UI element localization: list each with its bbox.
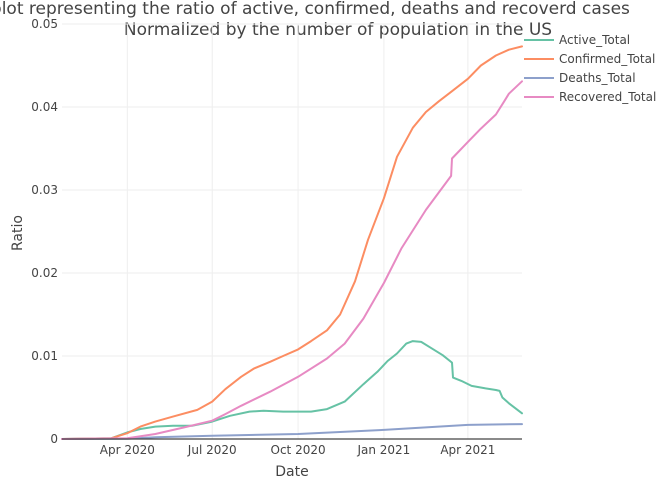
- chart-title-line-1: Line plot representing the ratio of acti…: [0, 0, 630, 19]
- legend-item-deaths-total[interactable]: Deaths_Total: [524, 71, 636, 85]
- x-tick-label: Apr 2021: [440, 443, 495, 457]
- y-tick-label: 0: [50, 432, 58, 446]
- y-tick-label: 0.05: [31, 17, 58, 31]
- series-line-active-total: [61, 340, 523, 440]
- y-tick-label: 0.01: [31, 349, 58, 363]
- y-axis: 0 0.01 0.02 0.03 0.04 0.05: [31, 17, 58, 446]
- chart-title: Line plot representing the ratio of acti…: [0, 0, 630, 40]
- y-tick-label: 0.03: [31, 183, 58, 197]
- x-tick-label: Jan 2021: [356, 443, 410, 457]
- series-lines: [61, 45, 523, 440]
- legend-label: Confirmed_Total: [559, 52, 655, 66]
- chart-title-line-2: Normalized by the number of population i…: [124, 20, 552, 40]
- legend-item-confirmed-total[interactable]: Confirmed_Total: [524, 52, 655, 66]
- y-axis-title: Ratio: [10, 215, 26, 251]
- series-line-recovered-total: [61, 80, 523, 440]
- x-axis: Apr 2020 Jul 2020 Oct 2020 Jan 2021 Apr 2021: [62, 438, 522, 457]
- legend-item-active-total[interactable]: Active_Total: [524, 33, 630, 47]
- gridlines: [62, 23, 522, 439]
- y-tick-label: 0.04: [31, 100, 58, 114]
- x-tick-label: Oct 2020: [271, 443, 326, 457]
- x-axis-title: Date: [275, 464, 308, 480]
- y-tick-label: 0.02: [31, 266, 58, 280]
- legend-item-recovered-total[interactable]: Recovered_Total: [524, 90, 656, 104]
- legend-label: Deaths_Total: [559, 71, 636, 85]
- legend[interactable]: Active_Total Confirmed_Total Deaths_Total R…: [524, 33, 656, 104]
- series-line-confirmed-total: [61, 45, 523, 440]
- x-tick-label: Apr 2020: [100, 443, 155, 457]
- legend-label: Active_Total: [559, 33, 630, 47]
- legend-label: Recovered_Total: [559, 90, 656, 104]
- x-tick-label: Jul 2020: [187, 443, 237, 457]
